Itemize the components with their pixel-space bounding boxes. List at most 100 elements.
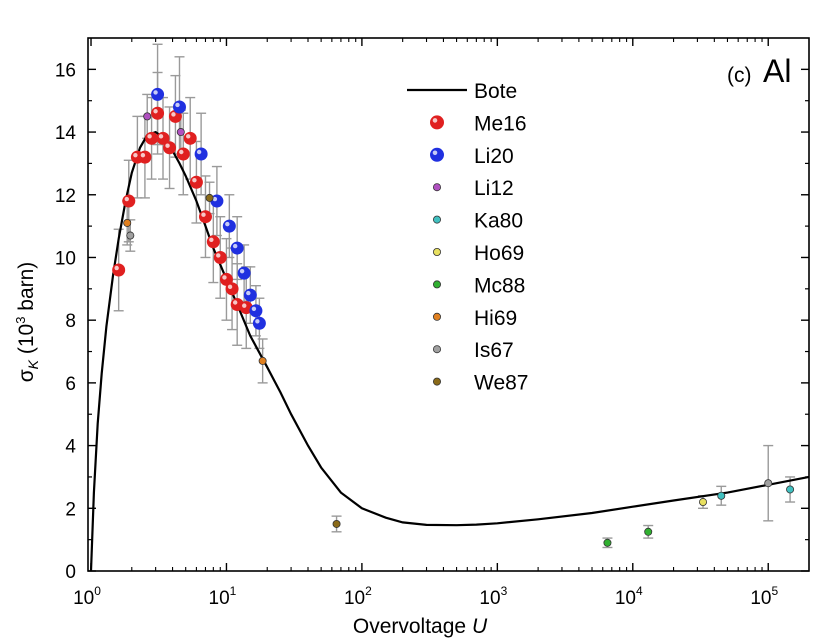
- legend-marker-li12: [432, 183, 441, 192]
- legend-label-me16: Me16: [474, 112, 527, 135]
- point-highlight-me16: [153, 109, 158, 114]
- x-tick-exp: 1: [230, 584, 237, 598]
- point-mc88: [603, 538, 612, 547]
- y-axis-symbol: σ: [15, 369, 38, 382]
- y-tick-label: 14: [55, 123, 77, 144]
- x-axis: 100 101 102 103 104 105: [73, 38, 778, 609]
- point-highlight-me16: [192, 178, 197, 183]
- legend: Bote Me16 Li20 Li12 Ka80 Ho69 Mc88 Hi69 Is67 We87: [407, 80, 528, 395]
- x-axis-title-var: U: [472, 615, 488, 638]
- point-highlight-me16: [222, 275, 227, 280]
- y-axis: 0 2 4 6 8 10 12 14 16: [55, 60, 809, 583]
- legend-marker-highlight-me16: [432, 118, 438, 123]
- point-highlight-me16: [158, 134, 164, 139]
- y-tick-label: 4: [65, 437, 76, 458]
- point-highlight-me16: [165, 143, 170, 148]
- legend-label-bote: Bote: [474, 80, 517, 103]
- point-li20: [230, 241, 244, 255]
- x-tick-label: 101: [209, 584, 237, 609]
- x-axis-title-text: Overvoltage: [353, 615, 466, 638]
- point-highlight-me16: [209, 237, 214, 242]
- y-tick-label: 12: [55, 186, 76, 207]
- point-me16: [112, 263, 126, 277]
- point-highlight-li20: [175, 102, 180, 108]
- x-tick-base: 10: [209, 588, 230, 609]
- legend-marker-mc88: [432, 280, 441, 289]
- point-ho69: [699, 498, 708, 507]
- legend-marker-li20: [430, 147, 444, 162]
- point-me16: [163, 141, 177, 155]
- legend-label-ho69: Ho69: [474, 242, 524, 265]
- legend-label-li20: Li20: [474, 145, 514, 168]
- y-tick-label: 2: [65, 499, 76, 520]
- point-li20: [222, 219, 236, 233]
- data-points: [112, 87, 795, 547]
- point-me16: [206, 235, 220, 249]
- x-tick-label: 105: [750, 584, 778, 609]
- point-highlight-me16: [147, 134, 152, 139]
- legend-label-hi69: Hi69: [474, 307, 517, 330]
- point-highlight-me16: [140, 152, 146, 158]
- y-axis-unit-open: (10: [15, 324, 38, 360]
- point-li12: [176, 128, 185, 137]
- x-tick-base: 10: [479, 588, 500, 609]
- error-bars: [113, 43, 796, 549]
- point-is67: [764, 479, 773, 488]
- point-highlight-me16: [186, 134, 191, 139]
- legend-label-mc88: Mc88: [474, 274, 525, 297]
- x-tick-exp: 5: [771, 584, 778, 598]
- x-tick-base: 10: [615, 588, 636, 609]
- bote-curve-group: [89, 130, 810, 572]
- point-highlight-me16: [242, 303, 247, 308]
- point-me16: [138, 150, 152, 164]
- point-me16: [176, 147, 190, 161]
- point-we87: [205, 193, 214, 202]
- point-me16: [225, 282, 239, 296]
- plot-frame: [87, 37, 810, 572]
- point-li12: [143, 112, 152, 121]
- point-me16: [189, 175, 203, 189]
- point-hi69: [258, 356, 267, 365]
- point-highlight-me16: [201, 212, 206, 217]
- point-me16: [151, 106, 165, 120]
- point-highlight-li20: [212, 196, 218, 202]
- point-li20: [237, 266, 251, 280]
- panel-element: Al: [763, 53, 791, 89]
- point-highlight-me16: [133, 152, 138, 158]
- point-highlight-me16: [114, 265, 119, 271]
- legend-marker-ka80: [432, 215, 441, 224]
- x-tick-exp: 4: [636, 584, 643, 598]
- point-me16: [198, 210, 212, 224]
- point-highlight-li20: [153, 90, 158, 95]
- legend-label-li12: Li12: [474, 177, 514, 200]
- point-highlight-li20: [255, 319, 260, 324]
- x-tick-base: 10: [73, 588, 94, 609]
- x-tick-label: 102: [344, 584, 372, 609]
- bote-curve: [89, 130, 810, 572]
- point-highlight-li20: [196, 149, 202, 155]
- point-mc88: [644, 527, 653, 536]
- point-li20: [252, 316, 266, 330]
- x-tick-exp: 2: [365, 584, 372, 598]
- legend-marker-ho69: [432, 247, 441, 256]
- y-tick-label: 16: [55, 60, 76, 81]
- point-me16: [183, 131, 197, 145]
- point-highlight-me16: [216, 253, 221, 258]
- point-we87: [332, 519, 341, 528]
- y-axis-unit-close: barn): [15, 262, 38, 317]
- legend-marker-we87: [432, 377, 441, 386]
- point-hi69: [123, 218, 132, 227]
- point-highlight-li20: [251, 306, 257, 311]
- point-highlight-me16: [232, 300, 238, 305]
- point-li20: [194, 147, 208, 161]
- x-tick-label: 103: [479, 584, 507, 609]
- x-tick-exp: 3: [501, 584, 508, 598]
- y-tick-label: 8: [65, 311, 76, 332]
- point-highlight-me16: [124, 196, 129, 202]
- y-axis-unit-exp: 3: [13, 317, 28, 324]
- y-axis-subscript: K: [25, 359, 41, 369]
- point-highlight-li20: [239, 268, 245, 274]
- legend-marker-highlight-li20: [432, 150, 438, 156]
- point-me16: [213, 250, 227, 264]
